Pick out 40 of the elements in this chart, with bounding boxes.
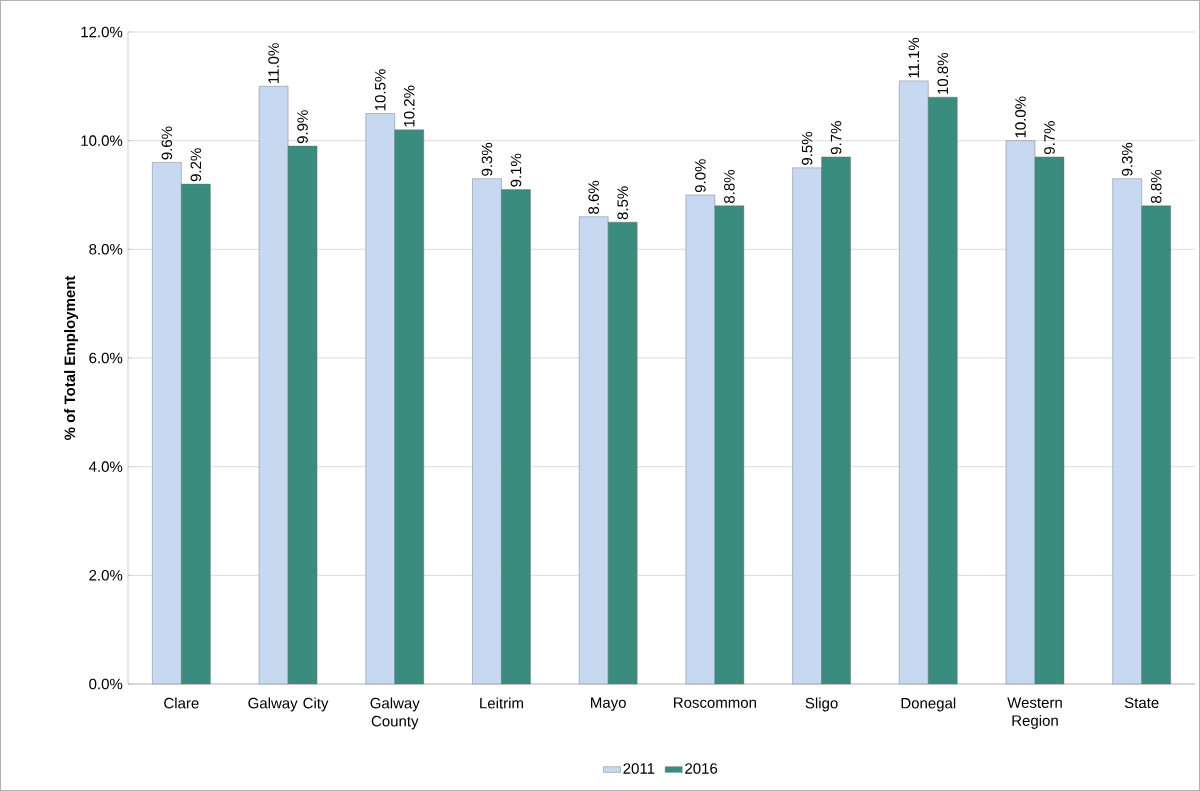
data-label: 9.7%: [1044, 121, 1055, 155]
x-tick-label: Sligo: [805, 697, 838, 712]
x-tick-label: Galway City: [248, 697, 329, 712]
legend-label: 2016: [685, 763, 718, 774]
y-tick-label: 0.0%: [89, 678, 123, 690]
x-tick-label: Western Region: [1007, 697, 1062, 729]
x-tick-label: Clare: [164, 697, 199, 709]
x-tick-label: Leitrim: [480, 697, 523, 709]
y-tick-label: 8.0%: [89, 244, 123, 255]
y-tick-label: 12.0%: [81, 26, 123, 38]
data-label: 8.8%: [724, 170, 735, 203]
data-label: 9.2%: [190, 148, 202, 182]
y-tick-label: 2.0%: [89, 570, 123, 581]
data-label: 9.9%: [297, 110, 308, 144]
data-label: 10.5%: [374, 69, 386, 111]
y-tick-label: 6.0%: [89, 352, 123, 364]
x-tick-label: State: [1124, 697, 1159, 709]
data-label: 9.3%: [1121, 142, 1133, 176]
x-tick-label: Galway County: [370, 697, 420, 730]
data-label: 9.0%: [695, 159, 706, 193]
x-tick-label: Roscommon: [674, 697, 756, 708]
y-axis-title: % of Total Employment: [64, 275, 79, 440]
y-tick-label: 4.0%: [88, 461, 123, 472]
x-tick-label: Donegal: [901, 697, 956, 712]
data-label: 10.2%: [403, 85, 415, 127]
data-label: 9.5%: [801, 131, 813, 165]
data-label: 9.6%: [161, 126, 173, 160]
data-label: 9.3%: [481, 142, 493, 176]
data-label: 10.0%: [1015, 96, 1026, 138]
data-label: 8.5%: [617, 186, 628, 220]
legend-label: 2011: [623, 763, 655, 774]
data-label: 10.8%: [937, 53, 949, 94]
data-label: 9.1%: [510, 153, 522, 187]
y-tick-label: 10.0%: [81, 135, 123, 146]
data-label: 11.0%: [268, 43, 279, 83]
data-label: 9.7%: [830, 121, 842, 155]
data-label: 11.1%: [908, 37, 920, 78]
data-label: 8.6%: [588, 180, 599, 214]
data-label: 8.8%: [1150, 170, 1162, 203]
x-tick-label: Mayo: [591, 697, 626, 711]
